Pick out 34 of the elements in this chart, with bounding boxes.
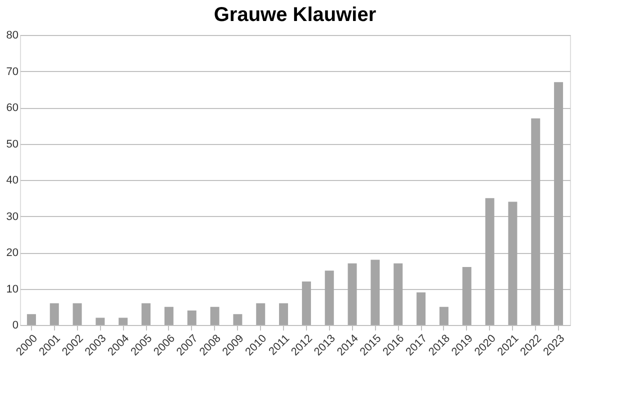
y-tick-label: 80	[6, 30, 18, 42]
bar	[142, 303, 151, 325]
bar	[416, 292, 426, 325]
bar	[462, 267, 472, 325]
y-tick-label: 40	[6, 174, 18, 186]
bar	[164, 306, 174, 325]
y-tick-label: 60	[6, 102, 18, 114]
y-tick-label: 50	[6, 138, 18, 150]
y-tick-label: 0	[12, 320, 18, 332]
bar	[370, 260, 380, 325]
y-tick-label: 20	[6, 247, 18, 259]
bar	[324, 270, 334, 325]
bar	[233, 314, 242, 325]
bar	[485, 198, 494, 325]
bar	[279, 303, 288, 325]
bar	[256, 303, 266, 325]
y-tick-label: 10	[6, 283, 18, 296]
bar	[210, 306, 220, 325]
chart-title: Grauwe Klauwier	[214, 4, 376, 26]
bar	[72, 303, 82, 325]
bar	[394, 263, 403, 325]
bar	[96, 318, 105, 325]
bar	[508, 202, 518, 325]
bar	[348, 263, 357, 325]
y-tick-label: 70	[6, 66, 18, 78]
bar	[26, 314, 36, 325]
bar	[187, 310, 196, 325]
bar	[302, 282, 311, 325]
bar	[439, 306, 448, 325]
bar	[554, 82, 564, 325]
bar	[118, 318, 128, 325]
y-tick-label: 30	[6, 210, 18, 223]
bar	[50, 303, 59, 325]
bar	[531, 118, 540, 325]
